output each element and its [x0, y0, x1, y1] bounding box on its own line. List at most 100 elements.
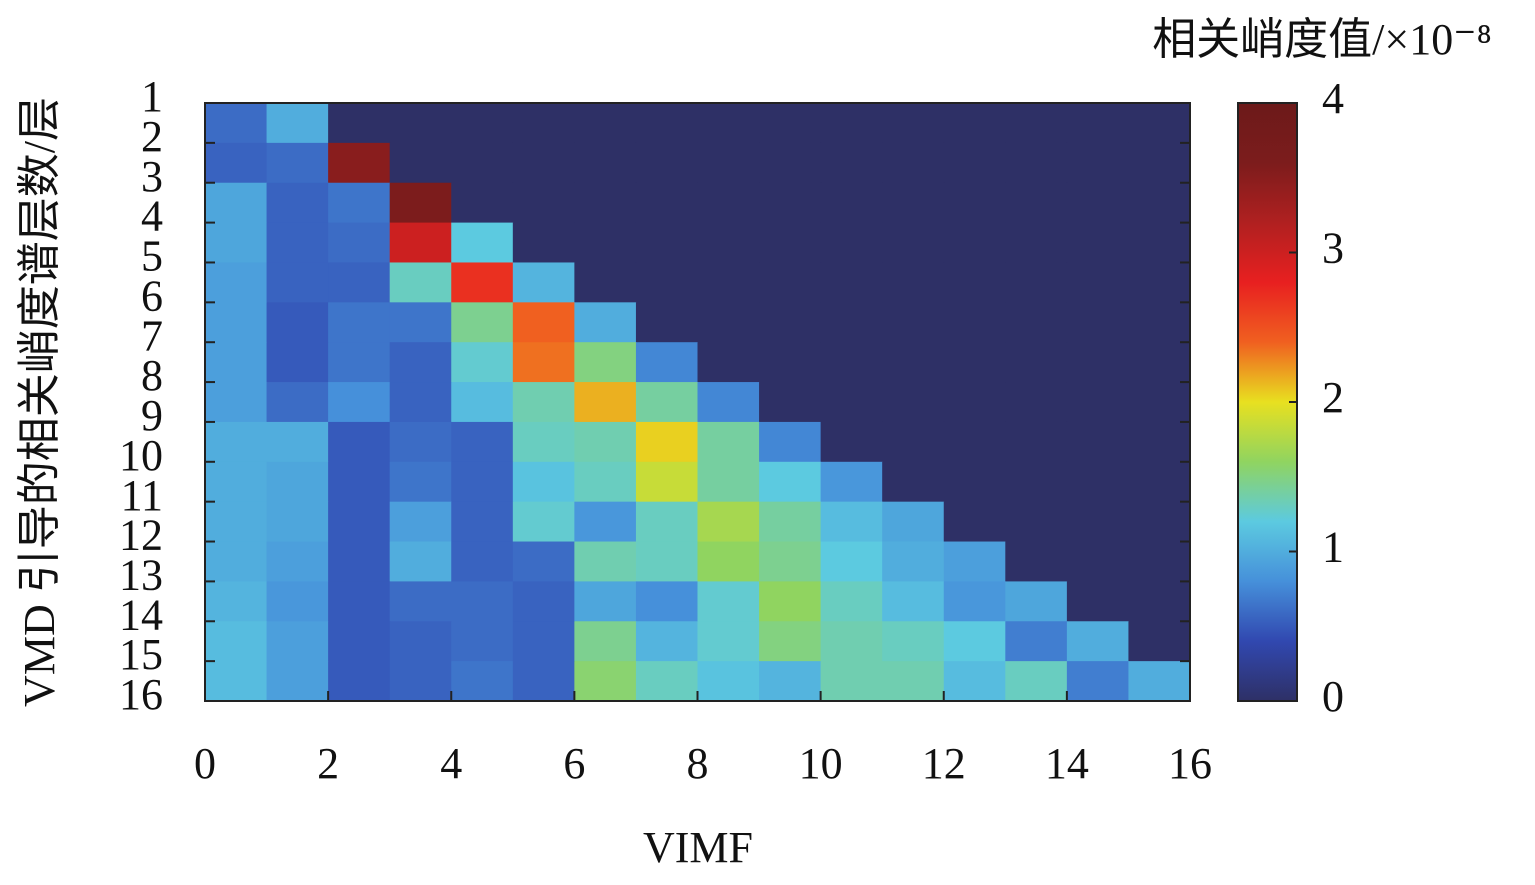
colorbar-tick-label: 1: [1322, 523, 1344, 572]
heatmap-cell: [820, 461, 883, 503]
heatmap-cell: [697, 302, 760, 343]
heatmap-cell: [759, 621, 822, 662]
heatmap-cell: [1005, 142, 1068, 184]
heatmap-cell: [820, 342, 883, 383]
heatmap-cell: [205, 103, 268, 144]
heatmap-cell: [1066, 302, 1129, 343]
heatmap-cell: [697, 103, 760, 144]
heatmap-cell: [574, 342, 637, 383]
heatmap-cell: [697, 182, 760, 224]
heatmap-cell: [328, 222, 391, 263]
colorbar-label: 相关峭度值/×10⁻⁸: [1152, 15, 1492, 64]
heatmap-cell: [759, 302, 822, 343]
heatmap-cell: [759, 501, 822, 543]
heatmap-cell: [389, 541, 452, 582]
heatmap-cell: [574, 421, 637, 463]
heatmap-cell: [759, 461, 822, 503]
y-tick-label: 11: [121, 471, 163, 520]
y-tick-label: 9: [141, 391, 163, 440]
heatmap-cell: [820, 621, 883, 662]
heatmap-cell: [205, 222, 268, 263]
heatmap-cell: [1066, 661, 1129, 702]
heatmap-cell: [1066, 461, 1129, 503]
heatmap-cell: [266, 302, 329, 343]
heatmap-cell: [697, 621, 760, 662]
heatmap-cell: [943, 222, 1006, 263]
heatmap-cell: [943, 342, 1006, 383]
heatmap-cell: [266, 222, 329, 263]
heatmap-cell: [451, 541, 514, 582]
heatmap-cell: [820, 142, 883, 184]
heatmap-cell: [1066, 262, 1129, 303]
heatmap-cell: [389, 182, 452, 224]
heatmap-cell: [943, 382, 1006, 423]
heatmap-cell: [943, 182, 1006, 224]
x-tick-label: 0: [194, 739, 216, 788]
heatmap-cell: [1128, 461, 1191, 503]
heatmap-cell: [389, 262, 452, 303]
heatmap-cell: [1066, 182, 1129, 224]
heatmap-cell: [512, 262, 575, 303]
x-tick-label: 12: [922, 739, 966, 788]
y-tick-label: 8: [141, 351, 163, 400]
heatmap-cell: [451, 382, 514, 423]
y-tick-label: 6: [141, 271, 163, 320]
heatmap-cell: [266, 621, 329, 662]
heatmap-cell: [266, 262, 329, 303]
heatmap-cell: [328, 461, 391, 503]
heatmap-cell: [1005, 103, 1068, 144]
heatmap-cell: [389, 621, 452, 662]
heatmap-cell: [574, 661, 637, 702]
heatmap-cell: [882, 342, 945, 383]
heatmap-cell: [820, 262, 883, 303]
heatmap-cell: [943, 421, 1006, 463]
heatmap-cell: [882, 461, 945, 503]
heatmap-cell: [266, 382, 329, 423]
x-tick-label: 8: [687, 739, 709, 788]
heatmap-cell: [1128, 103, 1191, 144]
heatmap-cell: [512, 541, 575, 582]
y-tick-label: 4: [141, 192, 163, 241]
heatmap-cell: [574, 621, 637, 662]
heatmap-cell: [512, 342, 575, 383]
heatmap-cell: [389, 342, 452, 383]
heatmap-cell: [328, 621, 391, 662]
x-tick-label: 10: [799, 739, 843, 788]
x-tick-label: 4: [440, 739, 462, 788]
heatmap-cell: [328, 342, 391, 383]
heatmap-cell: [820, 222, 883, 263]
heatmap-cell: [1128, 182, 1191, 224]
heatmap-cell: [389, 581, 452, 622]
heatmap-cell: [759, 661, 822, 702]
heatmap-cell: [574, 302, 637, 343]
heatmap-cell: [1066, 421, 1129, 463]
heatmap-cell: [266, 661, 329, 702]
heatmap-cell: [820, 302, 883, 343]
heatmap-cell: [205, 302, 268, 343]
heatmap-cell: [1128, 581, 1191, 622]
heatmap-cell: [1066, 142, 1129, 184]
x-tick-label: 14: [1045, 739, 1089, 788]
heatmap-cell: [635, 501, 698, 543]
heatmap-cell: [1066, 541, 1129, 582]
heatmap-cell: [266, 501, 329, 543]
heatmap-cell: [1066, 342, 1129, 383]
heatmap-cell: [205, 581, 268, 622]
heatmap-cell: [943, 541, 1006, 582]
heatmap-cell: [205, 501, 268, 543]
heatmap-cell: [328, 142, 391, 184]
heatmap-cell: [389, 501, 452, 543]
heatmap-cell: [882, 142, 945, 184]
heatmap-cell: [759, 581, 822, 622]
heatmap-cell: [697, 222, 760, 263]
heatmap-cell: [574, 142, 637, 184]
heatmap-cell: [205, 461, 268, 503]
heatmap-cell: [1128, 421, 1191, 463]
heatmap-cell: [697, 262, 760, 303]
heatmap-cell: [512, 461, 575, 503]
heatmap-cell: [451, 182, 514, 224]
heatmap-cell: [635, 621, 698, 662]
y-tick-label: 1: [141, 72, 163, 121]
heatmap-cell: [266, 541, 329, 582]
heatmap-cell: [697, 501, 760, 543]
